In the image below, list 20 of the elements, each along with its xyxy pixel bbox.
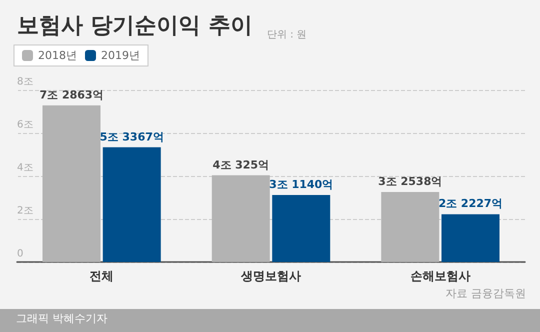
y-tick-label: 6조 [17, 120, 34, 130]
text: 그래픽 박혜수기자 [16, 312, 108, 325]
y-tick-label: 0 [17, 248, 24, 260]
data-label: 7조 2863억 [39, 88, 104, 102]
x-tick-label: 손해보험사 [410, 269, 470, 283]
chart-title: 보험사 당기순이익 추이 [17, 14, 252, 38]
y-tick-label: 8조 [17, 76, 34, 88]
chart-subtitle: 단위 : 원 [267, 30, 307, 40]
legend-label: 2019년 [100, 49, 140, 62]
data-label: 3조 1140억 [269, 178, 334, 192]
y-tick-label: 4조 [17, 162, 34, 174]
data-label: 4조 325억 [212, 158, 270, 172]
data-label: 2조 2227억 [438, 197, 503, 210]
x-tick-label: 전체 [90, 269, 114, 283]
y-tick-label: 2조 [17, 206, 34, 216]
x-tick-label: 생명보험사 [240, 269, 301, 283]
data-label: 5조 3367억 [100, 130, 164, 144]
legend-label: 2018년 [38, 49, 77, 62]
data-label: 3조 2538억 [378, 175, 442, 188]
text: 자료 금융감독원 [446, 287, 526, 300]
